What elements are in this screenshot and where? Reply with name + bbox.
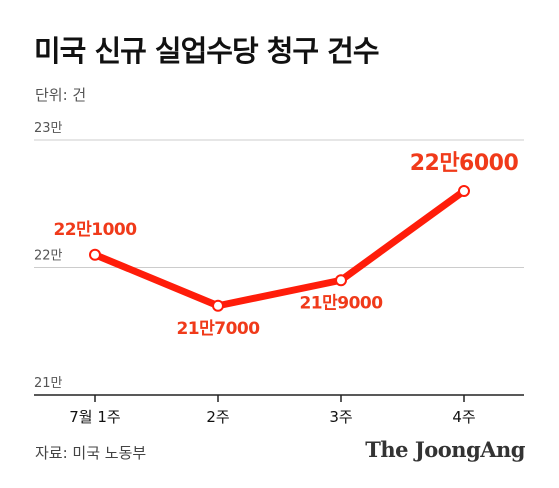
data-point xyxy=(335,274,347,287)
publisher-logo: The JoongAng xyxy=(365,437,525,462)
data-label: 21만7000 xyxy=(176,319,260,339)
data-label: 21만9000 xyxy=(299,293,383,313)
source-label: 자료: 미국 노동부 xyxy=(35,444,147,462)
data-point xyxy=(458,185,470,197)
series-line xyxy=(91,187,468,310)
x-tick-label: 2주 xyxy=(206,408,229,426)
x-tick-label: 3주 xyxy=(329,408,352,426)
y-tick-label: 23만 xyxy=(34,121,63,136)
x-tick-label: 4주 xyxy=(452,408,475,426)
data-label: 22만6000 xyxy=(410,151,519,176)
data-label: 22만1000 xyxy=(53,220,137,240)
x-tick-label: 7월 1주 xyxy=(69,408,120,426)
unit-label: 단위: 건 xyxy=(35,86,87,104)
chart-title: 미국 신규 실업수당 청구 건수 xyxy=(34,34,380,68)
y-tick-label: 22만 xyxy=(34,249,63,264)
data-point xyxy=(212,299,224,312)
y-tick-label: 21만 xyxy=(34,376,63,391)
data-point xyxy=(89,248,101,261)
